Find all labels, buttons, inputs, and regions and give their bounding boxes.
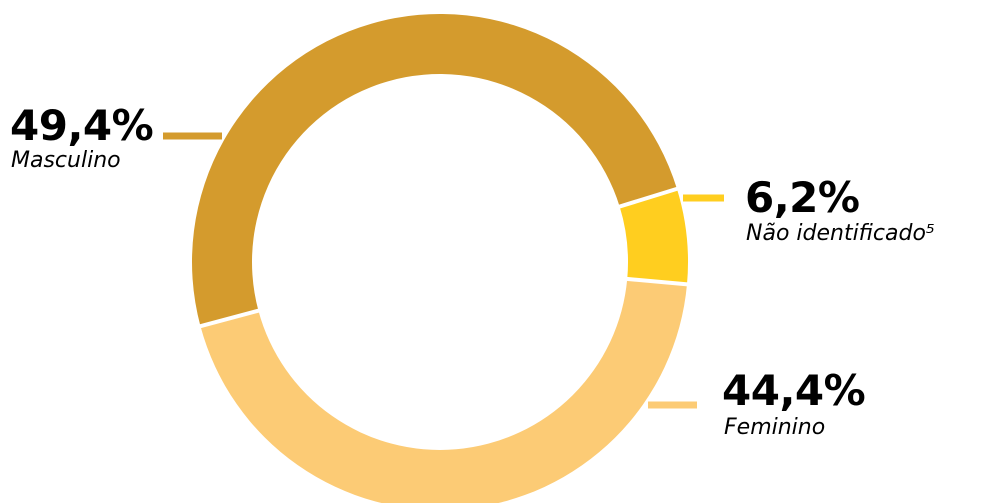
callout-nao-identificado: 6,2% Não identificado⁵ bbox=[683, 173, 935, 246]
slice-label-nao-identificado: Não identificado⁵ bbox=[746, 221, 935, 246]
slice-label-feminino: Feminino bbox=[724, 415, 825, 440]
slice-separator bbox=[617, 186, 680, 210]
slice-value-nao-identificado: 6,2% bbox=[745, 173, 859, 222]
slice-separator bbox=[198, 308, 261, 329]
slice-feminino bbox=[200, 278, 687, 503]
slices-layer bbox=[192, 14, 690, 503]
slice-masculino bbox=[192, 14, 677, 327]
slice-separator bbox=[625, 276, 690, 287]
slice-label-masculino: Masculino bbox=[11, 148, 121, 173]
slice-value-feminino: 44,4% bbox=[722, 366, 865, 415]
callout-masculino: 49,4% Masculino bbox=[10, 101, 222, 173]
callout-feminino: 44,4% Feminino bbox=[648, 366, 866, 440]
slice-value-masculino: 49,4% bbox=[10, 101, 153, 150]
slice-nao-identificado bbox=[619, 188, 688, 285]
